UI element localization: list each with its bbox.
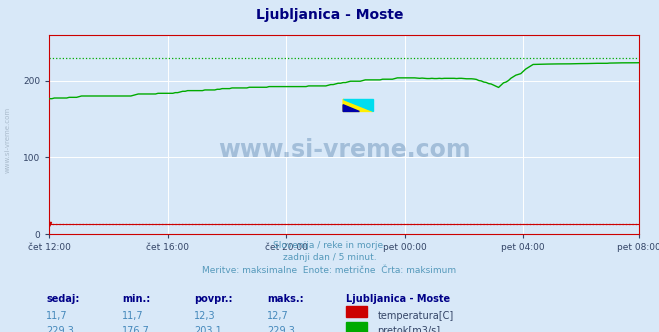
Text: www.si-vreme.com: www.si-vreme.com — [5, 106, 11, 173]
Text: Ljubljanica - Moste: Ljubljanica - Moste — [256, 8, 403, 22]
Text: min.:: min.: — [122, 294, 150, 304]
Text: Ljubljanica - Moste: Ljubljanica - Moste — [346, 294, 450, 304]
Text: temperatura[C]: temperatura[C] — [378, 311, 454, 321]
Text: Meritve: maksimalne  Enote: metrične  Črta: maksimum: Meritve: maksimalne Enote: metrične Črta… — [202, 266, 457, 275]
Text: www.si-vreme.com: www.si-vreme.com — [218, 138, 471, 162]
Text: 203,1: 203,1 — [194, 326, 222, 332]
Text: 12,3: 12,3 — [194, 311, 216, 321]
Text: 229,3: 229,3 — [267, 326, 295, 332]
Text: Slovenija / reke in morje.: Slovenija / reke in morje. — [273, 241, 386, 250]
Text: 12,7: 12,7 — [267, 311, 289, 321]
Text: 11,7: 11,7 — [122, 311, 144, 321]
Polygon shape — [343, 105, 359, 112]
Text: 11,7: 11,7 — [46, 311, 68, 321]
Text: zadnji dan / 5 minut.: zadnji dan / 5 minut. — [283, 253, 376, 262]
Text: maks.:: maks.: — [267, 294, 304, 304]
Text: 176,7: 176,7 — [122, 326, 150, 332]
Text: sedaj:: sedaj: — [46, 294, 80, 304]
Text: povpr.:: povpr.: — [194, 294, 233, 304]
Polygon shape — [343, 99, 373, 112]
Text: pretok[m3/s]: pretok[m3/s] — [378, 326, 441, 332]
Text: 229,3: 229,3 — [46, 326, 74, 332]
Polygon shape — [343, 99, 373, 112]
